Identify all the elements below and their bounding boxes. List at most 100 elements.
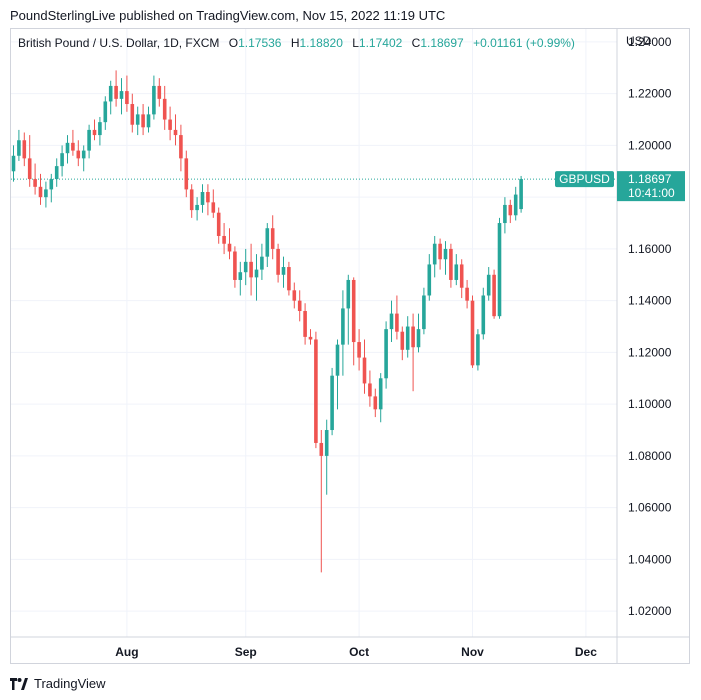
candle-body [81, 150, 86, 159]
candle-body [492, 274, 496, 317]
x-tick-label: Sep [235, 645, 257, 659]
candle-body [227, 243, 232, 252]
candle-body [470, 300, 475, 366]
candle-body [270, 228, 275, 249]
candle-body [265, 228, 270, 257]
y-tick-label: 1.02000 [628, 604, 672, 618]
candle-body [76, 150, 81, 159]
candle-body [319, 442, 324, 456]
candle-body [324, 430, 329, 456]
candle-body [281, 267, 286, 275]
candle-body [519, 179, 523, 210]
candle-body [249, 261, 253, 278]
candle-body [189, 189, 194, 211]
candle-body [125, 91, 129, 105]
symbol-tag-label: GBPUSD [559, 172, 610, 186]
close-label: C [411, 36, 421, 50]
candle-body [341, 308, 345, 345]
candle-body [11, 155, 16, 172]
candle-body [432, 243, 437, 265]
candle-body [243, 261, 248, 273]
y-tick-label: 1.14000 [628, 294, 672, 308]
x-tick-label: Oct [349, 645, 369, 659]
candle-body [459, 264, 464, 288]
low-value: 1.17402 [358, 36, 403, 50]
candle-body [71, 142, 75, 151]
candle-body [49, 179, 54, 190]
candle-body [119, 91, 124, 99]
y-tick-label: 1.10000 [628, 397, 672, 411]
candle-body [476, 334, 480, 366]
candle-body [254, 269, 259, 278]
candle-body [200, 191, 205, 205]
candle-body [513, 194, 518, 216]
candle-body [195, 204, 199, 211]
tradingview-logo[interactable]: TradingView [10, 676, 106, 691]
candle-body [157, 85, 162, 99]
candle-body [92, 129, 97, 136]
price-tag [617, 171, 685, 202]
candle-body [330, 375, 334, 431]
candle-body [378, 378, 383, 410]
candle-body [238, 272, 243, 280]
candle-body [508, 204, 513, 216]
candle-body [179, 135, 183, 159]
candle-body [449, 248, 453, 280]
candle-body [135, 114, 140, 125]
candle-body [38, 186, 43, 198]
candle-body [411, 326, 415, 348]
candle-body [98, 122, 102, 136]
candle-body [22, 140, 27, 159]
candle-body [216, 212, 221, 236]
candle-body [389, 313, 394, 330]
x-tick-label: Nov [461, 645, 484, 659]
candle-body [44, 189, 48, 198]
candle-body [141, 114, 145, 128]
candle-body [108, 85, 113, 102]
high-label: H [290, 36, 300, 50]
symbol-description: British Pound / U.S. Dollar, 1D, FXCM [18, 36, 220, 50]
candle-body [422, 295, 426, 330]
candle-body [416, 329, 421, 348]
y-tick-label: 1.06000 [628, 501, 672, 515]
candle-body [146, 114, 151, 128]
candle-body [335, 344, 340, 376]
currency-label: USD [626, 34, 652, 48]
candle-body [17, 140, 21, 156]
candle-body [276, 248, 280, 275]
candle-body [465, 287, 469, 301]
candle-body [351, 279, 356, 343]
candle-body [87, 129, 91, 151]
tradingview-brand: TradingView [34, 676, 106, 691]
y-tick-label: 1.16000 [628, 242, 672, 256]
symbol-legend: British Pound / U.S. Dollar, 1D, FXCM O1… [18, 36, 575, 50]
candle-body [222, 235, 226, 244]
candle-body [292, 290, 297, 301]
close-value: 1.18697 [420, 36, 464, 50]
candle-body [152, 85, 156, 115]
candle-body [173, 129, 178, 136]
candle-body [400, 331, 405, 350]
tradingview-logo-icon [10, 677, 28, 690]
x-tick-label: Dec [575, 645, 597, 659]
candle-body [103, 101, 108, 123]
candle-body [362, 357, 367, 384]
candle-body [454, 264, 459, 280]
candle-body [27, 158, 32, 180]
candle-body [405, 326, 410, 350]
y-tick-label: 1.22000 [628, 87, 672, 101]
candle-body [114, 85, 118, 99]
open-value: 1.17536 [238, 36, 282, 50]
x-tick-label: Aug [115, 645, 138, 659]
candle-body [497, 223, 502, 317]
candle-body [395, 313, 399, 332]
y-tick-label: 1.12000 [628, 345, 672, 359]
candle-body [373, 396, 378, 410]
symbol-tag [555, 171, 614, 188]
candle-body [33, 179, 37, 187]
candle-body [438, 243, 442, 260]
candle-body [384, 329, 388, 379]
candle-body [206, 191, 210, 203]
candle-body [357, 342, 361, 358]
